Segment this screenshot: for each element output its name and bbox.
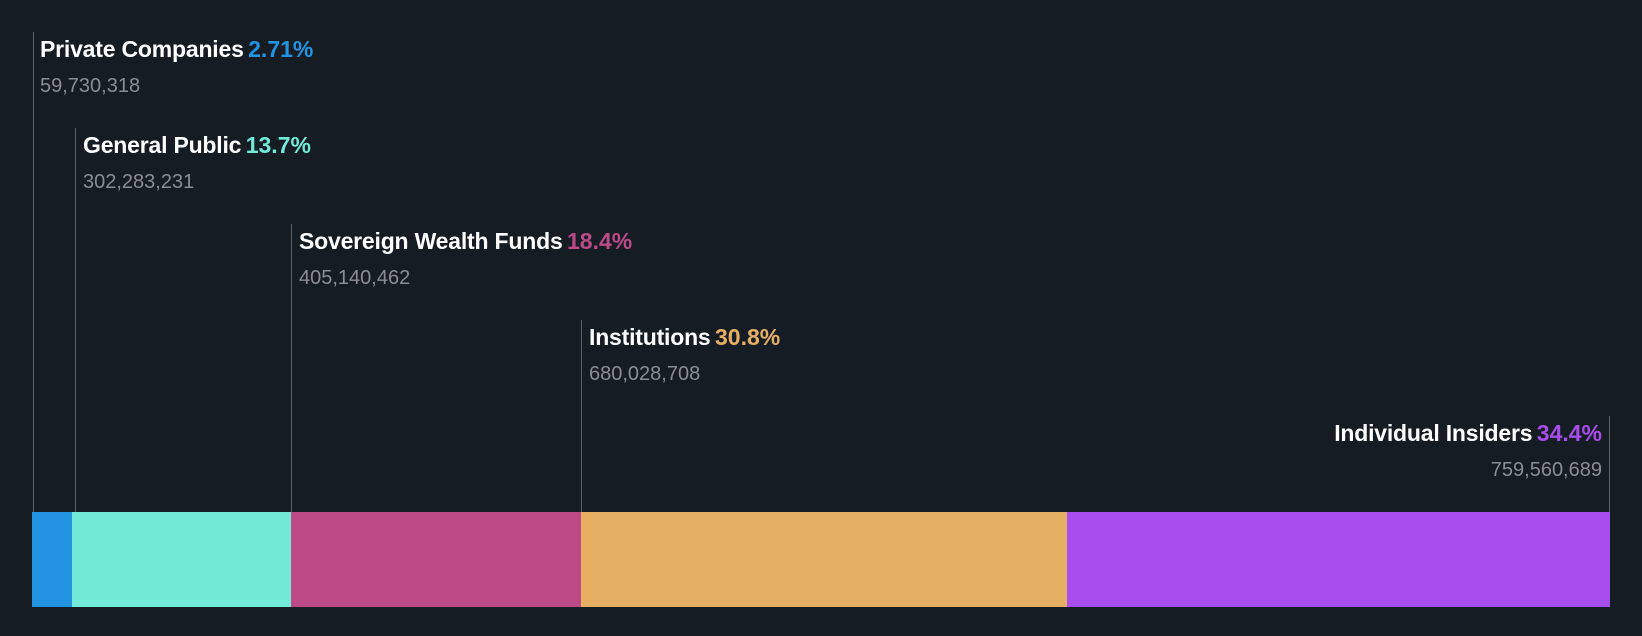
segment-percent: 2.71% [248,36,314,62]
segment-name: Sovereign Wealth Funds [299,228,563,254]
segment-name: Private Companies [40,36,244,62]
segment-share-count: 680,028,708 [589,363,701,385]
stacked-ownership-bar [32,512,1610,607]
bar-segment-private-companies[interactable] [32,512,72,607]
segment-percent: 18.4% [567,228,633,254]
bar-segment-individual-insiders[interactable] [1067,512,1610,607]
bar-segment-general-public[interactable] [72,512,291,607]
bar-segment-sovereign-wealth-funds[interactable] [291,512,581,607]
segment-share-count: 302,283,231 [83,171,195,193]
leader-line-general-public [75,128,76,512]
leader-line-institutions [581,320,582,512]
leader-line-private-companies [33,32,34,512]
label-sovereign-wealth-funds: Sovereign Wealth Funds 18.4% 405,140,462 [299,228,632,290]
segment-name: General Public [83,132,242,158]
label-institutions: Institutions 30.8% 680,028,708 [589,324,780,386]
label-private-companies: Private Companies 2.71% 59,730,318 [40,36,313,98]
segment-share-count: 759,560,689 [1490,459,1602,481]
segment-percent: 13.7% [245,132,311,158]
label-general-public: General Public 13.7% 302,283,231 [83,132,311,194]
leader-line-individual-insiders [1609,416,1610,512]
segment-name: Institutions [589,324,711,350]
label-individual-insiders: Individual Insiders 34.4% 759,560,689 [1334,420,1602,482]
segment-name: Individual Insiders [1334,420,1533,446]
leader-line-sovereign-wealth-funds [291,224,292,512]
segment-percent: 34.4% [1536,420,1602,446]
segment-percent: 30.8% [714,324,781,350]
bar-segment-institutions[interactable] [581,512,1067,607]
segment-share-count: 405,140,462 [299,267,411,289]
segment-share-count: 59,730,318 [40,75,141,97]
